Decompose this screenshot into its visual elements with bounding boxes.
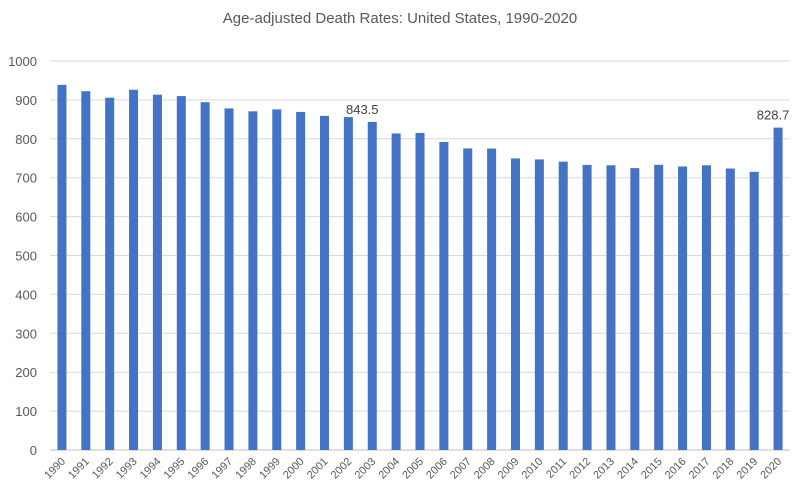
bar-2014 (630, 168, 640, 450)
x-tick-label: 2017 (687, 456, 713, 482)
bar-1998 (248, 111, 258, 450)
bar-2019 (749, 171, 759, 450)
y-tick-label: 100 (15, 404, 37, 419)
y-tick-label: 500 (15, 249, 37, 264)
x-tick-label: 2006 (424, 456, 450, 482)
y-tick-label: 900 (15, 93, 37, 108)
bar-2012 (582, 164, 592, 450)
y-tick-label: 300 (15, 326, 37, 341)
bar-2020 (773, 127, 783, 451)
bar-1995 (176, 96, 186, 450)
x-tick-label: 1997 (209, 456, 235, 482)
bar-2013 (606, 165, 616, 450)
y-tick-label: 800 (15, 132, 37, 147)
y-tick-label: 200 (15, 365, 37, 380)
bar-2010 (534, 159, 544, 451)
bar-2016 (678, 166, 688, 450)
data-label-2020: 828.7 (757, 108, 790, 123)
x-tick-label: 2004 (376, 456, 402, 482)
x-tick-label: 2018 (711, 456, 737, 482)
bar-2018 (725, 168, 735, 450)
x-tick-label: 2000 (281, 456, 307, 482)
x-tick-label: 2020 (758, 456, 784, 482)
x-tick-label: 2015 (639, 456, 665, 482)
x-tick-label: 2005 (400, 456, 426, 482)
y-tick-label: 1000 (8, 54, 37, 69)
bar-2015 (654, 164, 664, 450)
x-tick-label: 2009 (496, 456, 522, 482)
bar-2005 (415, 132, 425, 450)
bar-2000 (296, 111, 306, 451)
bar-2007 (463, 148, 473, 450)
bar-1997 (224, 108, 234, 450)
x-tick-label: 2003 (353, 456, 379, 482)
bar-1996 (200, 102, 210, 450)
y-tick-label: 0 (30, 443, 37, 458)
x-tick-label: 2019 (735, 456, 761, 482)
x-tick-label: 1993 (114, 456, 140, 482)
y-tick-label: 600 (15, 210, 37, 225)
x-tick-label: 2011 (544, 456, 569, 481)
y-tick-label: 700 (15, 171, 37, 186)
chart-title: Age-adjusted Death Rates: United States,… (223, 10, 577, 27)
x-tick-label: 1995 (162, 456, 188, 482)
x-tick-label: 2001 (305, 456, 331, 482)
x-tick-label: 1998 (233, 456, 259, 482)
bar-2003 (367, 121, 377, 450)
x-tick-label: 2002 (329, 456, 355, 482)
x-tick-label: 1996 (185, 456, 211, 482)
x-tick-label: 2008 (472, 456, 498, 482)
x-tick-label: 2014 (615, 456, 641, 482)
bar-2001 (320, 115, 330, 450)
x-tick-label: 1992 (90, 456, 116, 482)
bar-2002 (343, 117, 353, 450)
y-tick-label: 400 (15, 287, 37, 302)
x-tick-label: 2016 (663, 456, 689, 482)
bar-2006 (439, 141, 449, 450)
bar-2008 (487, 148, 497, 450)
bar-1994 (152, 94, 162, 450)
bar-2011 (558, 161, 568, 451)
bar-2009 (510, 158, 520, 451)
x-tick-label: 1991 (66, 456, 92, 482)
x-tick-label: 2012 (567, 456, 593, 482)
bar-1991 (81, 91, 91, 450)
bar-2004 (391, 133, 401, 450)
x-tick-label: 1990 (42, 456, 68, 482)
bar-1990 (57, 84, 67, 450)
bar-1993 (129, 89, 139, 450)
x-tick-label: 1994 (138, 456, 164, 482)
bar-1999 (272, 109, 282, 450)
x-tick-label: 2010 (520, 456, 546, 482)
x-tick-label: 1999 (257, 456, 283, 482)
bar-2017 (701, 165, 711, 450)
x-tick-label: 2007 (448, 456, 474, 482)
x-tick-label: 2013 (591, 456, 617, 482)
bar-1992 (105, 97, 115, 450)
data-label-2003: 843.5 (346, 102, 379, 117)
